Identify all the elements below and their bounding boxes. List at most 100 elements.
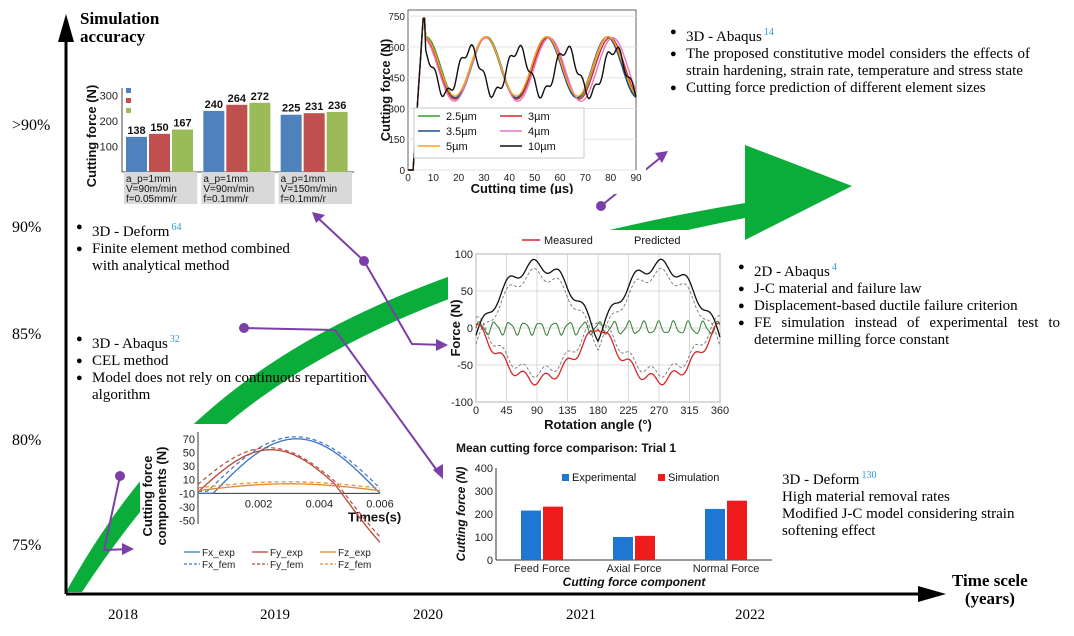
y-tick-label: 100: [100, 142, 118, 154]
series-line: [475, 258, 721, 343]
y-tick-label: 100: [475, 532, 493, 544]
y-level-label: 80%: [12, 432, 42, 449]
x-tick-label: 270: [650, 405, 668, 417]
bar: [727, 500, 747, 560]
x-tick-label: 315: [680, 405, 698, 417]
legend-label: Fz_exp: [338, 548, 371, 559]
year-label: 2022: [735, 607, 765, 623]
legend-label: Simulation: [668, 472, 719, 484]
year-label: 2018: [108, 607, 138, 623]
year-label: 2021: [566, 607, 596, 623]
x-axis-label: Rotation angle (°): [544, 417, 652, 432]
y-tick-label: 0: [487, 555, 493, 567]
y-tick-label: 600: [388, 43, 405, 54]
y-tick-label: -100: [451, 397, 473, 409]
y-tick-label: 300: [388, 104, 405, 115]
bar: [226, 104, 248, 172]
y-tick-label: -50: [457, 360, 473, 372]
y-tick-label: 0: [399, 166, 405, 177]
bar: [172, 129, 193, 172]
y-level-label: 90%: [12, 219, 42, 236]
x-tick-label: 0.002: [245, 498, 273, 510]
bar: [635, 535, 655, 560]
x-tick-label: 70: [580, 173, 592, 184]
bar-value-label: 240: [205, 99, 223, 111]
legend-label: 4µm: [528, 126, 550, 138]
bar-chart-mean-force: Mean cutting force comparison: Trial 1 Ex…: [452, 438, 778, 588]
y-tick-label: 300: [100, 91, 118, 103]
bar-value-label: 231: [305, 101, 323, 113]
y-tick-label: -50: [179, 516, 195, 528]
y-level-label: 75%: [12, 537, 42, 554]
legend-label: 5µm: [446, 141, 468, 153]
y-axis-label: Cutting force (N): [84, 85, 99, 188]
series-line: [197, 449, 381, 543]
x-tick-label: 180: [589, 405, 607, 417]
study-title: 3D - Deform: [782, 472, 860, 488]
legend-label: 2.5µm: [446, 111, 477, 123]
y-tick-label: -10: [179, 488, 195, 500]
legend-label: Fy_exp: [270, 548, 303, 559]
bar: [705, 508, 725, 560]
series-line: [198, 436, 381, 492]
legend-label: 3µm: [528, 111, 550, 123]
x-axis-label: Times(s): [348, 509, 401, 524]
chart-title: Mean cutting force comparison: Trial 1: [456, 441, 676, 455]
bar: [249, 102, 271, 172]
legend-swatch: [658, 474, 665, 481]
study-title: 3D - Abaqus: [686, 29, 762, 45]
bar: [203, 110, 225, 172]
y-tick-label: 400: [475, 463, 493, 475]
study-point: J-C material and failure law: [738, 281, 1060, 298]
series-line: [475, 322, 720, 386]
x-tick-label: 40: [504, 173, 516, 184]
legend-swatch: [126, 108, 131, 113]
y-tick-label: 150: [388, 135, 405, 146]
x-axis-label: Cutting time (µs): [471, 181, 574, 194]
bar: [149, 133, 170, 172]
legend-label: Measured: [544, 235, 593, 247]
condition-box: [278, 172, 352, 204]
series-line: [408, 17, 637, 171]
condition-box: [201, 172, 275, 204]
y-level-label: 85%: [12, 326, 42, 343]
y-axis-label: Cutting force (N): [380, 39, 393, 142]
bar-value-label: 272: [251, 91, 269, 103]
y-axis-title: Simulation accuracy: [80, 9, 160, 46]
study-point: CEL method: [76, 353, 386, 370]
study-point: Model does not rely on continuous repart…: [76, 370, 386, 404]
study-title: 3D - Abaqus: [92, 336, 168, 352]
y-axis-label: Cutting force (N): [454, 467, 468, 562]
bar: [280, 114, 302, 172]
x-tick-label: 90: [531, 405, 543, 417]
bar: [303, 113, 325, 172]
bar: [126, 136, 147, 172]
series-line: [197, 483, 381, 492]
line-chart-element-size: 750 600 450 300 150 00 10 20 30 40 50 60 70 80 90 Cutti…: [380, 2, 646, 194]
study-point: Finite element method combined with anal…: [76, 241, 306, 275]
y-level-label: >90%: [12, 117, 51, 134]
legend-swatch: [562, 474, 569, 481]
study-ref: 130: [861, 470, 877, 481]
x-tick-label: Normal Force: [693, 563, 760, 575]
y-tick-label: 30: [183, 461, 195, 473]
y-tick-label: 50: [461, 286, 473, 298]
condition-label: V=90m/min: [126, 184, 177, 195]
x-tick-label: 0.006: [366, 498, 394, 510]
series-line: [197, 481, 381, 489]
study-point: The proposed constitutive model consider…: [670, 46, 1030, 80]
bar-value-label: 167: [173, 117, 191, 129]
bar: [543, 506, 563, 560]
bar-value-label: 150: [150, 122, 168, 134]
x-tick-label: 50: [529, 173, 541, 184]
x-tick-label: 135: [558, 405, 576, 417]
study-point: Displacement-based ductile failure crite…: [738, 298, 1060, 315]
y-axis-label: Force (N): [448, 299, 463, 356]
y-axis-label: components (N): [154, 447, 169, 546]
